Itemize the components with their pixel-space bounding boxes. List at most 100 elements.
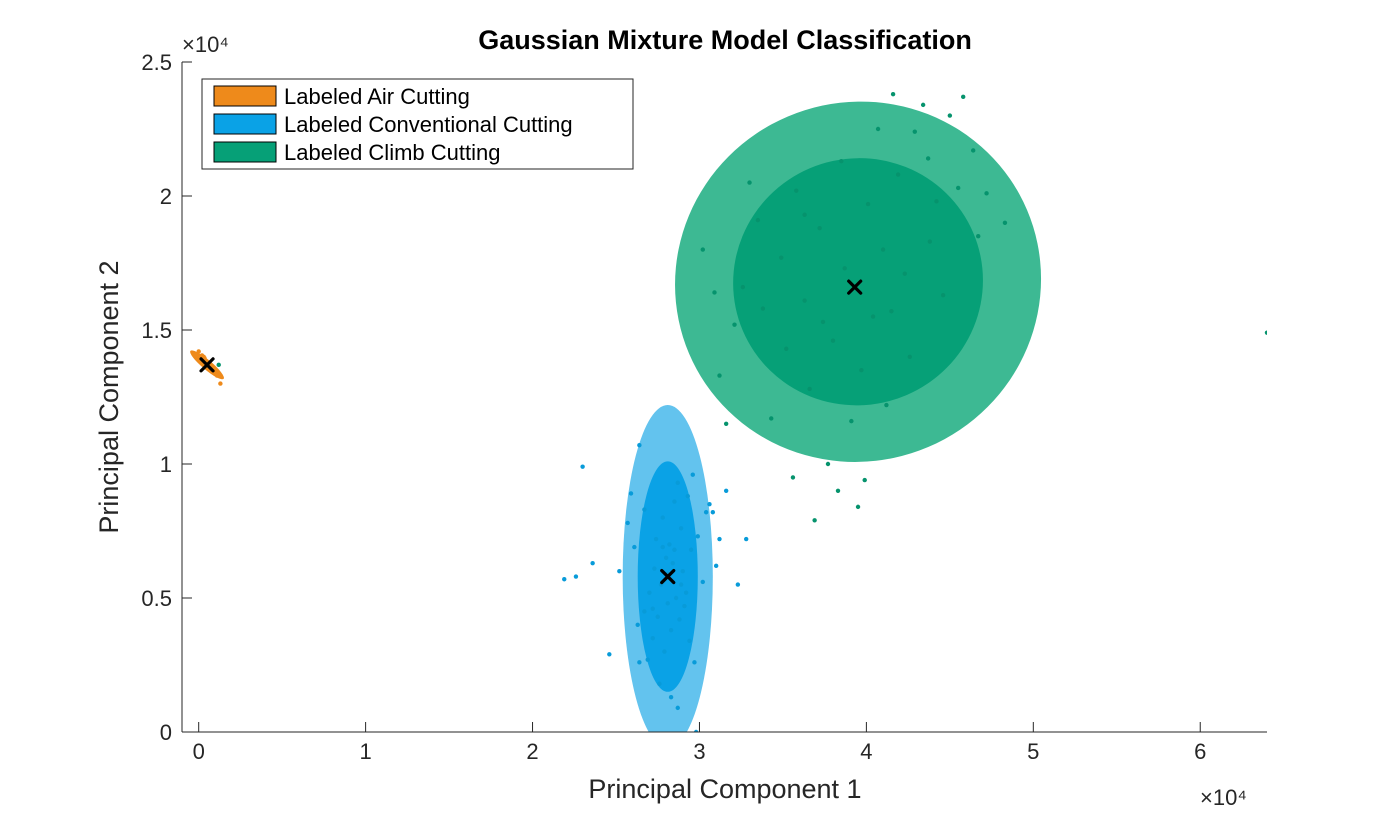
point-labeled-conventional-cutting-39 bbox=[685, 493, 690, 499]
point-labeled-climb-cutting-33 bbox=[884, 402, 889, 408]
x-tick-label-1: 1 bbox=[359, 739, 371, 764]
point-labeled-conventional-cutting-7 bbox=[628, 491, 634, 496]
point-labeled-conventional-cutting-1 bbox=[573, 574, 579, 579]
point-labeled-climb-cutting-46 bbox=[971, 148, 976, 153]
point-labeled-climb-cutting-26 bbox=[855, 504, 861, 510]
point-labeled-conventional-cutting-31 bbox=[672, 499, 677, 504]
point-labeled-climb-cutting-16 bbox=[807, 386, 812, 392]
point-labeled-climb-cutting-34 bbox=[890, 91, 896, 97]
point-labeled-conventional-cutting-49 bbox=[710, 510, 716, 515]
point-labeled-conventional-cutting-50 bbox=[713, 563, 719, 569]
point-labeled-conventional-cutting-23 bbox=[662, 649, 667, 654]
x-tick-label-5: 5 bbox=[1027, 739, 1039, 764]
point-labeled-conventional-cutting-46 bbox=[700, 579, 705, 585]
x-tick-label-4: 4 bbox=[860, 739, 872, 764]
point-labeled-conventional-cutting-5 bbox=[617, 569, 622, 574]
point-labeled-conventional-cutting-6 bbox=[625, 520, 630, 526]
y-axis-exponent: ×10⁴ bbox=[182, 32, 229, 57]
point-labeled-climb-cutting-37 bbox=[907, 354, 912, 359]
x-tick-label-0: 0 bbox=[193, 739, 205, 764]
point-labeled-conventional-cutting-48 bbox=[707, 502, 712, 507]
point-labeled-conventional-cutting-29 bbox=[668, 627, 674, 633]
legend-swatch-conventional bbox=[213, 113, 277, 135]
point-labeled-conventional-cutting-3 bbox=[590, 560, 595, 566]
point-labeled-conventional-cutting-43 bbox=[692, 660, 697, 665]
point-labeled-climb-cutting-49 bbox=[1002, 220, 1008, 225]
point-labeled-climb-cutting-19 bbox=[825, 461, 831, 467]
point-labeled-climb-cutting-18 bbox=[817, 225, 822, 231]
point-labeled-climb-cutting-6 bbox=[740, 284, 746, 290]
point-labeled-climb-cutting-13 bbox=[790, 475, 796, 480]
centroid-air bbox=[199, 357, 215, 373]
point-labeled-climb-cutting-43 bbox=[947, 113, 953, 118]
point-labeled-climb-cutting-36 bbox=[902, 271, 907, 276]
point-labeled-conventional-cutting-34 bbox=[675, 480, 680, 485]
point-labeled-climb-cutting-3 bbox=[717, 373, 722, 378]
point-labeled-climb-cutting-38 bbox=[912, 129, 917, 134]
point-labeled-conventional-cutting-59 bbox=[678, 582, 684, 587]
point-labeled-conventional-cutting-53 bbox=[735, 582, 741, 587]
point-labeled-climb-cutting-40 bbox=[925, 156, 931, 161]
point-labeled-climb-cutting-21 bbox=[835, 488, 841, 493]
y-tick-label-4: 2 bbox=[160, 184, 172, 209]
x-tick-label-2: 2 bbox=[526, 739, 538, 764]
point-labeled-air-cutting-0 bbox=[196, 349, 201, 354]
point-labeled-climb-cutting-2 bbox=[712, 290, 717, 295]
point-labeled-climb-cutting-10 bbox=[769, 416, 774, 421]
point-labeled-conventional-cutting-9 bbox=[635, 622, 640, 627]
point-labeled-conventional-cutting-38 bbox=[683, 590, 689, 595]
point-labeled-climb-cutting-23 bbox=[842, 266, 847, 271]
point-labeled-conventional-cutting-0 bbox=[562, 577, 567, 582]
legend-swatch-air bbox=[213, 85, 277, 107]
point-labeled-climb-cutting-8 bbox=[755, 217, 761, 223]
centroid-layer bbox=[199, 279, 863, 585]
point-labeled-conventional-cutting-52 bbox=[723, 488, 729, 493]
point-labeled-conventional-cutting-54 bbox=[744, 536, 749, 542]
point-labeled-conventional-cutting-30 bbox=[670, 560, 675, 566]
point-labeled-climb-cutting-15 bbox=[802, 298, 807, 303]
point-labeled-conventional-cutting-45 bbox=[695, 534, 700, 539]
point-labeled-climb-cutting-51 bbox=[820, 319, 826, 325]
point-labeled-climb-cutting-53 bbox=[802, 212, 807, 217]
point-labeled-climb-cutting-0 bbox=[216, 362, 221, 368]
point-labeled-climb-cutting-50 bbox=[1264, 330, 1267, 335]
point-labeled-conventional-cutting-57 bbox=[682, 603, 687, 609]
axis-layer: 0 1 2 3 4 5 6 0 0.5 1 1.5 2 2.5 bbox=[141, 50, 1267, 764]
point-labeled-conventional-cutting-12 bbox=[642, 507, 647, 512]
x-axis-exponent: ×10⁴ bbox=[1200, 785, 1247, 810]
point-labeled-conventional-cutting-58 bbox=[660, 544, 665, 550]
point-labeled-conventional-cutting-36 bbox=[678, 526, 684, 531]
point-labeled-air-cutting-11 bbox=[213, 372, 218, 377]
point-labeled-conventional-cutting-22 bbox=[660, 515, 665, 520]
x-tick-label-6: 6 bbox=[1194, 739, 1206, 764]
point-labeled-conventional-cutting-4 bbox=[607, 652, 612, 657]
point-labeled-conventional-cutting-56 bbox=[672, 547, 677, 552]
point-labeled-conventional-cutting-18 bbox=[653, 536, 659, 542]
point-labeled-climb-cutting-32 bbox=[880, 247, 886, 252]
point-labeled-climb-cutting-28 bbox=[862, 477, 867, 483]
x-tick-label-3: 3 bbox=[693, 739, 705, 764]
point-labeled-climb-cutting-30 bbox=[870, 314, 876, 319]
point-labeled-conventional-cutting-32 bbox=[673, 595, 679, 601]
point-labeled-climb-cutting-4 bbox=[723, 421, 729, 426]
point-labeled-conventional-cutting-11 bbox=[637, 443, 642, 448]
point-labeled-conventional-cutting-40 bbox=[687, 638, 692, 644]
legend-swatch-climb bbox=[213, 141, 277, 163]
point-labeled-climb-cutting-52 bbox=[889, 309, 894, 314]
point-labeled-climb-cutting-31 bbox=[875, 126, 881, 132]
legend-label-air: Labeled Air Cutting bbox=[284, 84, 470, 109]
point-labeled-conventional-cutting-42 bbox=[690, 472, 695, 477]
point-labeled-climb-cutting-1 bbox=[700, 247, 705, 252]
point-labeled-conventional-cutting-2 bbox=[580, 464, 585, 469]
point-labeled-conventional-cutting-37 bbox=[680, 569, 685, 574]
legend-label-climb: Labeled Climb Cutting bbox=[284, 140, 500, 165]
point-labeled-conventional-cutting-16 bbox=[650, 636, 655, 641]
y-tick-label-5: 2.5 bbox=[141, 50, 172, 75]
point-labeled-conventional-cutting-24 bbox=[663, 555, 669, 560]
x-axis-label: Principal Component 1 bbox=[588, 774, 861, 804]
point-labeled-conventional-cutting-8 bbox=[632, 544, 637, 550]
point-labeled-climb-cutting-12 bbox=[784, 346, 789, 351]
point-labeled-climb-cutting-48 bbox=[984, 191, 989, 196]
point-labeled-climb-cutting-20 bbox=[830, 338, 836, 343]
